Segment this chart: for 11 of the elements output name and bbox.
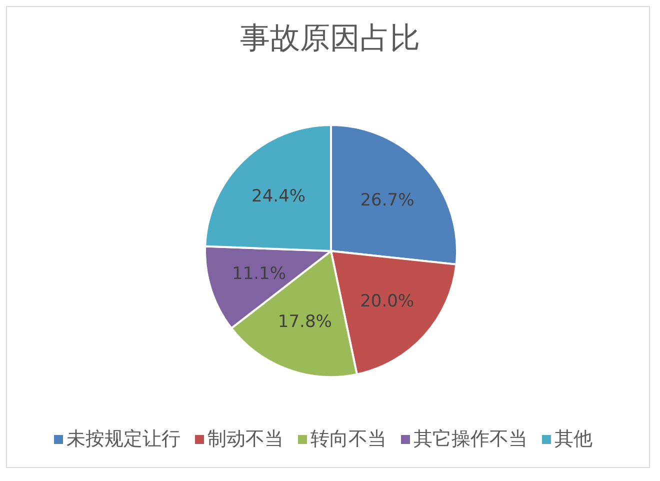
data-label: 11.1%	[232, 264, 286, 284]
data-label: 26.7%	[360, 190, 414, 210]
data-label: 17.8%	[278, 312, 332, 332]
chart-title: 事故原因占比	[239, 20, 421, 58]
legend-label: 未按规定让行	[66, 428, 180, 450]
legend-label: 转向不当	[310, 428, 386, 450]
legend-label: 制动不当	[208, 428, 284, 450]
legend-label: 其它操作不当	[414, 428, 528, 450]
data-label: 24.4%	[252, 186, 306, 207]
data-label: 20.0%	[360, 292, 414, 312]
legend-label: 其他	[554, 428, 592, 450]
